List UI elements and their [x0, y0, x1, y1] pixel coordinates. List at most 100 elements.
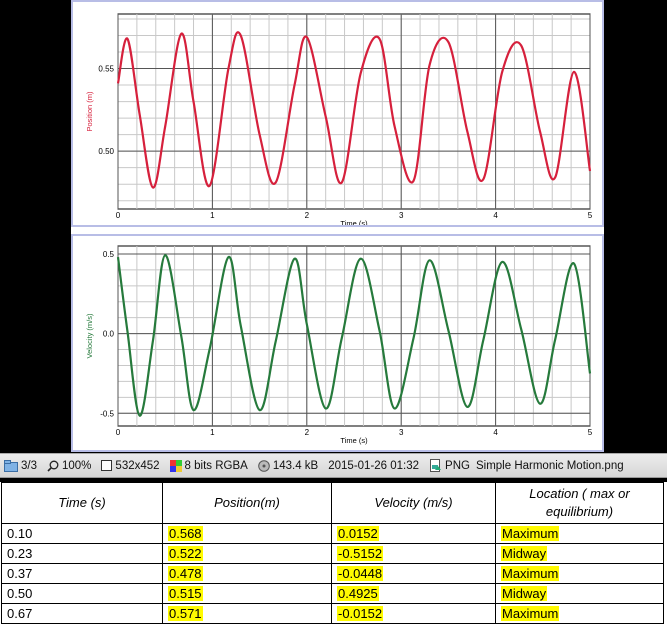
cell-position-value: 0.568 — [168, 526, 203, 541]
series-line — [116, 31, 592, 189]
position-plot-svg: 0.55 0.50 0 1 2 3 4 5 Time (s) Position (m) — [85, 13, 593, 228]
cell-position-value: 0.571 — [168, 606, 203, 621]
cell-location: Maximum — [495, 563, 664, 584]
cell-time: 0.67 — [1, 603, 163, 624]
header-position: Position(m) — [162, 482, 332, 524]
page-indicator[interactable]: 3/3 — [4, 459, 37, 472]
cell-velocity-value: -0.0152 — [337, 606, 384, 621]
cell-velocity: -0.0448 — [331, 563, 496, 584]
cell-location: Maximum — [495, 523, 664, 544]
x-tick-label: 0 — [116, 211, 121, 220]
header-location: Location ( max or equilibrium) — [495, 482, 664, 524]
color-depth-label: 8 bits RGBA — [184, 459, 248, 472]
cell-position: 0.522 — [162, 543, 332, 564]
y-tick-label: -0.5 — [100, 409, 114, 418]
cell-velocity-value: -0.5152 — [337, 546, 384, 561]
cell-location-value: Maximum — [501, 566, 560, 581]
y-tick-label: 0.5 — [103, 250, 115, 259]
filesize-indicator: 143.4 kB — [258, 460, 318, 472]
table-row: 0.67 0.571 -0.0152 Maximum — [1, 603, 664, 624]
y-tick-label: 0.0 — [103, 330, 115, 339]
x-tick-label: 3 — [399, 211, 404, 220]
cell-time: 0.10 — [1, 523, 163, 544]
cell-time-value: 0.37 — [7, 566, 33, 581]
file-indicator: PNG Simple Harmonic Motion.png — [429, 459, 624, 472]
dimensions-label: 532x452 — [115, 459, 160, 472]
table-row: 0.37 0.478 -0.0448 Maximum — [1, 563, 664, 584]
x-tick-label: 5 — [588, 428, 593, 437]
x-tick-label: 4 — [493, 211, 498, 220]
cell-location: Midway — [495, 543, 664, 564]
cell-location: Maximum — [495, 603, 664, 624]
x-tick-label: 2 — [305, 428, 310, 437]
date-label: 2015-01-26 01:32 — [328, 459, 420, 472]
x-tick-label: 4 — [493, 428, 498, 437]
dimensions-indicator: 532x452 — [101, 459, 160, 472]
cell-time-value: 0.23 — [7, 546, 33, 561]
format-label: PNG — [445, 459, 470, 472]
zoom-label: 100% — [62, 459, 92, 472]
velocity-plot: 0.5 0.0 -0.5 0 1 2 3 4 5 Time (s) Velocity (m/s) — [71, 234, 604, 452]
cell-time-value: 0.10 — [7, 526, 33, 541]
page-label: 3/3 — [21, 459, 37, 472]
filesize-label: 143.4 kB — [272, 459, 319, 472]
x-axis-label: Time (s) — [340, 436, 368, 445]
cell-position: 0.571 — [162, 603, 332, 624]
cell-time: 0.50 — [1, 583, 163, 604]
y-tick-label: 0.55 — [98, 65, 114, 74]
cell-velocity-value: 0.4925 — [337, 586, 379, 601]
cell-location-value: Maximum — [501, 606, 560, 621]
y-tick-label: 0.50 — [98, 147, 114, 156]
cell-velocity-value: 0.0152 — [337, 526, 379, 541]
x-tick-label: 1 — [210, 428, 215, 437]
series-line — [116, 254, 592, 417]
cell-velocity-value: -0.0448 — [337, 566, 384, 581]
cell-position-value: 0.522 — [168, 546, 203, 561]
cell-time: 0.37 — [1, 563, 163, 584]
image-viewer-canvas: 0.55 0.50 0 1 2 3 4 5 Time (s) Position (m) 0.5 0.… — [71, 0, 604, 452]
table-row: 0.10 0.568 0.0152 Maximum — [1, 523, 664, 544]
x-tick-label: 3 — [399, 428, 404, 437]
cell-position: 0.568 — [162, 523, 332, 544]
x-tick-label: 2 — [305, 211, 310, 220]
x-tick-label: 5 — [588, 211, 593, 220]
cell-time: 0.23 — [1, 543, 163, 564]
x-axis-label: Time (s) — [340, 219, 368, 225]
cell-location-value: Midway — [501, 586, 548, 601]
status-bar: 3/3 100% 532x452 8 bits RGBA 143.4 kB 20… — [0, 453, 667, 478]
color-depth-indicator: 8 bits RGBA — [169, 459, 248, 472]
position-plot: 0.55 0.50 0 1 2 3 4 5 Time (s) Position (m) — [71, 0, 604, 228]
velocity-plot-svg: 0.5 0.0 -0.5 0 1 2 3 4 5 Time (s) Velocity (m/s) — [85, 245, 593, 445]
square-icon — [101, 460, 113, 471]
color-palette-icon — [169, 459, 182, 472]
cell-velocity: -0.5152 — [331, 543, 496, 564]
data-table: Time (s) Position(m) Velocity (m/s) Loca… — [1, 482, 664, 624]
zoom-indicator[interactable]: 100% — [47, 460, 91, 472]
cell-location: Midway — [495, 583, 664, 604]
header-time: Time (s) — [1, 482, 163, 524]
folder-icon — [4, 459, 18, 472]
table-row: 0.23 0.522 -0.5152 Midway — [1, 543, 664, 564]
table-header-row: Time (s) Position(m) Velocity (m/s) Loca… — [1, 482, 664, 524]
cell-position-value: 0.515 — [168, 586, 203, 601]
header-velocity: Velocity (m/s) — [331, 482, 496, 524]
filename-label: Simple Harmonic Motion.png — [475, 459, 624, 472]
cell-position-value: 0.478 — [168, 566, 203, 581]
cell-position: 0.515 — [162, 583, 332, 604]
y-axis-label: Position (m) — [85, 91, 94, 132]
magnifier-icon — [47, 460, 59, 472]
cell-velocity: -0.0152 — [331, 603, 496, 624]
cell-time-value: 0.50 — [7, 586, 33, 601]
data-table-container: Time (s) Position(m) Velocity (m/s) Loca… — [0, 482, 667, 634]
image-file-icon — [430, 459, 442, 472]
cell-location-value: Midway — [501, 546, 548, 561]
cell-velocity: 0.0152 — [331, 523, 496, 544]
cell-position: 0.478 — [162, 563, 332, 584]
x-tick-label: 0 — [116, 428, 121, 437]
table-row: 0.50 0.515 0.4925 Midway — [1, 583, 664, 604]
cell-time-value: 0.67 — [7, 606, 33, 621]
x-tick-label: 1 — [210, 211, 215, 220]
cell-location-value: Maximum — [501, 526, 560, 541]
y-axis-label: Velocity (m/s) — [85, 313, 94, 359]
cell-velocity: 0.4925 — [331, 583, 496, 604]
